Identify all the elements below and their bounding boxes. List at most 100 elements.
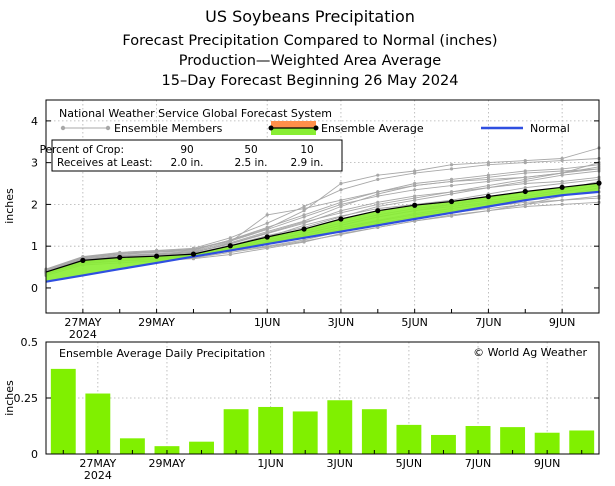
amount-50: 2.5 in.	[235, 157, 268, 169]
ensemble-average-point	[412, 202, 418, 208]
ensemble-member-point	[449, 163, 454, 167]
ensemble-member-line	[45, 164, 600, 271]
ensemble-average-point	[227, 243, 233, 249]
ensemble-member-point	[449, 167, 454, 171]
daily-bar	[258, 406, 284, 454]
daily-bar	[50, 368, 76, 454]
ensemble-average-point	[301, 226, 307, 232]
ensemble-average-point	[117, 254, 123, 261]
top-x-tick-label: 7JUN	[475, 316, 502, 329]
ensemble-member-point	[486, 161, 490, 165]
ensemble-average-point	[80, 257, 86, 263]
ensemble-member-point	[376, 190, 380, 194]
bottom-x-tick-label: 1JUN	[257, 457, 284, 470]
title-line-4: 15–Day Forecast Beginning 26 May 2024	[162, 73, 459, 89]
ensemble-member-point	[449, 214, 454, 218]
daily-bar	[85, 393, 111, 454]
title-line-1: US Soybeans Precipitation	[205, 7, 415, 26]
ensemble-member-point	[376, 177, 380, 181]
ensemble-member-point	[449, 179, 454, 184]
ensemble-member-point	[228, 236, 232, 240]
bottom-y-tick-label: 0.5	[21, 336, 39, 349]
daily-bar	[396, 424, 422, 454]
ensemble-average-point	[264, 234, 270, 240]
ensemble-member-point	[560, 171, 564, 175]
bottom-y-axis: 0 0.25 0.5	[14, 336, 599, 461]
ensemble-member-point	[339, 211, 343, 215]
legend-average-below-swatch	[271, 121, 316, 128]
ensemble-member-line	[45, 162, 600, 272]
legend-members-label: Ensemble Members	[114, 122, 223, 135]
ensemble-member-point	[302, 209, 306, 213]
ensemble-member-point	[191, 247, 196, 251]
daily-bar	[292, 411, 318, 454]
above-normal-band	[46, 183, 599, 282]
legend-members-dot-right	[105, 125, 111, 131]
top-y-tick-label: 1	[31, 240, 38, 253]
ensemble-member-point	[339, 232, 343, 237]
legend-members-dot-left	[60, 125, 66, 131]
top-y-axis: 0 1 2 3 4	[31, 115, 599, 295]
ensemble-average-point	[154, 253, 160, 259]
ensemble-member-point	[302, 239, 306, 243]
legend-average-above-swatch	[271, 128, 316, 135]
ensemble-member-point	[523, 202, 527, 207]
ensemble-member-point	[486, 175, 490, 179]
ensemble-member-line	[45, 147, 600, 271]
ensemble-average-point	[522, 188, 528, 195]
ensemble-member-point	[449, 184, 454, 188]
daily-bar	[431, 434, 456, 454]
ensemble-member-point	[376, 202, 380, 207]
top-y-tick-label: 0	[31, 282, 38, 295]
ensemble-member-point	[339, 202, 343, 207]
normal-line	[45, 190, 600, 283]
top-x-tick-label: 27MAY	[64, 316, 101, 329]
title-line-2: Forecast Precipitation Compared to Norma…	[122, 33, 497, 49]
ensemble-member-point	[339, 198, 343, 202]
daily-bar	[465, 426, 491, 454]
ensemble-member-point	[339, 181, 343, 186]
ensemble-member-point	[523, 171, 527, 175]
percent-table-box	[51, 139, 343, 172]
top-x-tick-label: 1JUN	[254, 316, 281, 329]
legend-members: Ensemble Members	[60, 122, 223, 135]
percent-table-header: Percent of Crop:	[40, 144, 124, 156]
top-x-tick-label: 3JUN	[328, 316, 355, 329]
ensemble-average-point	[448, 198, 455, 205]
percent-90: 90	[180, 144, 193, 156]
top-y-axis-label: inches	[3, 188, 16, 224]
bottom-x-tick-label: 3JUN	[327, 457, 354, 470]
ensemble-average-point	[485, 193, 491, 200]
bottom-y-tick-label: 0	[31, 448, 38, 461]
ensemble-member-point	[413, 196, 417, 200]
bottom-x-tick-label: 7JUN	[465, 457, 492, 470]
legend-average-dot-left	[268, 125, 274, 131]
legend-normal: Normal	[481, 122, 570, 135]
bottom-x-tick-label: 5JUN	[396, 457, 423, 470]
ensemble-member-point	[486, 184, 490, 188]
ensemble-average-line	[45, 182, 600, 273]
percent-table-row-label: Receives at Least:	[57, 157, 153, 169]
ensemble-member-point	[413, 184, 417, 188]
percent-10: 10	[300, 144, 313, 156]
top-x-tick-label: 5JUN	[401, 316, 428, 329]
ensemble-member-point	[523, 177, 527, 181]
daily-bar	[569, 430, 595, 454]
ensemble-member-point	[560, 181, 564, 186]
top-y-tick-label: 3	[31, 157, 38, 170]
legend-average-dot-right	[313, 125, 319, 131]
title-line-3: Production—Weighted Area Average	[179, 53, 441, 69]
ensemble-member-point	[449, 190, 454, 194]
top-x-tick-year: 2024	[69, 328, 97, 341]
ensemble-member-point	[265, 245, 269, 249]
top-x-tick-label: 29MAY	[138, 316, 175, 329]
bottom-x-tick-year: 2024	[84, 469, 112, 482]
ensemble-member-point	[302, 215, 306, 219]
ensemble-member-point	[413, 219, 417, 223]
legend-normal-label: Normal	[530, 122, 570, 135]
bottom-y-axis-label: inches	[3, 380, 16, 416]
